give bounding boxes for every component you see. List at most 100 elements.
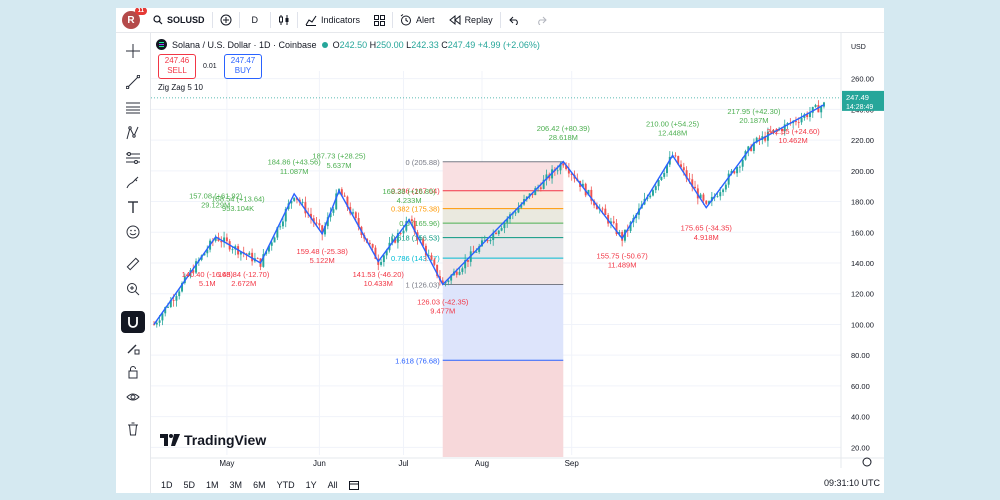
interval-button[interactable]: D <box>240 8 271 32</box>
visibility-tool[interactable] <box>121 386 145 408</box>
fib-label-0.786: 0.786 (143.17) <box>391 254 440 263</box>
compare-button[interactable] <box>213 8 239 32</box>
candle-body <box>223 237 226 243</box>
pivot-label: 217.95 (+42.30) <box>727 107 781 116</box>
fibonacci-retracement: 0 (205.88) 0.236 (187.04) 0.382 (175.38) 0.… <box>391 158 564 457</box>
close-value: 247.49 <box>447 39 476 50</box>
zigzag-line <box>153 104 825 325</box>
symbol-title: Solana / U.S. Dollar · 1D · Coinbase <box>172 39 317 50</box>
crosshair-tool[interactable] <box>121 40 145 62</box>
fib-zone-0.5 <box>442 208 564 224</box>
candle-body <box>464 260 467 269</box>
candle-body <box>164 307 167 314</box>
timeframe-1d[interactable]: 1D <box>161 479 173 490</box>
candle-body <box>304 202 307 214</box>
tv-logo-icon <box>160 434 180 446</box>
fib-zone-1.618 <box>442 284 564 361</box>
solana-logo-icon <box>156 39 167 50</box>
chart-type-button[interactable] <box>271 8 297 32</box>
price-chart[interactable]: 0 (205.88) 0.236 (187.04) 0.382 (175.38) 0.… <box>151 33 884 468</box>
undo-icon <box>508 16 518 25</box>
replay-button[interactable]: Replay <box>442 8 500 32</box>
candle-body <box>615 223 618 235</box>
zoom-tool[interactable] <box>121 278 145 300</box>
timeframe-6m[interactable]: 6M <box>253 479 266 490</box>
price-tick: 120.00 <box>851 290 874 299</box>
undo-button[interactable] <box>501 8 528 32</box>
candle-body <box>559 163 562 171</box>
market-status-dot[interactable] <box>321 41 328 48</box>
brush-tool[interactable] <box>121 171 145 193</box>
eye-icon <box>126 393 140 401</box>
candle-body <box>225 237 228 242</box>
candle-body <box>153 324 155 326</box>
candle-body <box>293 197 296 201</box>
measure-tool[interactable] <box>121 253 145 275</box>
candle-body <box>346 196 349 207</box>
spread-value: 0.01 <box>203 63 217 70</box>
lock-tool[interactable] <box>121 361 145 383</box>
trend-line-tool[interactable] <box>121 71 145 93</box>
candle-body <box>399 233 402 234</box>
candle-body <box>315 222 318 224</box>
timeframe-1m[interactable]: 1M <box>206 479 219 490</box>
candle-body <box>752 142 755 151</box>
candle-body <box>214 237 217 241</box>
timeframe-1y[interactable]: 1Y <box>305 479 317 490</box>
top-toolbar: R 11 SOLUSD D Indicators Alert <box>116 8 884 33</box>
divider <box>238 12 240 28</box>
sell-button[interactable]: 247.46 SELL <box>158 54 196 79</box>
emoji-tool[interactable] <box>121 221 145 243</box>
pattern-icon <box>126 126 139 140</box>
timeframe-3m[interactable]: 3M <box>229 479 243 490</box>
candle-body <box>447 280 450 282</box>
calendar-icon[interactable] <box>348 480 359 490</box>
fib-label-0.382: 0.382 (175.38) <box>391 205 440 214</box>
pivot-label: 168.38 (+26.85) <box>383 187 437 196</box>
buy-button[interactable]: 247.47 BUY <box>224 54 262 79</box>
price-tick: 100.00 <box>851 320 874 329</box>
delete-tool[interactable] <box>121 418 145 440</box>
timeframe-ytd[interactable]: YTD <box>276 479 295 490</box>
candle-body <box>167 306 169 308</box>
symbol-search[interactable]: SOLUSD <box>146 8 212 32</box>
projection-tool[interactable] <box>121 147 145 169</box>
candle-body <box>593 200 596 206</box>
candle-body <box>612 221 615 224</box>
candle-body <box>680 164 682 168</box>
candle-body <box>321 225 324 235</box>
candle-body <box>741 159 744 167</box>
layouts-button[interactable] <box>367 8 392 32</box>
candle-body <box>514 212 517 214</box>
indicators-button[interactable]: Indicators <box>298 8 367 32</box>
price-tick: 180.00 <box>851 198 874 207</box>
alert-button[interactable]: Alert <box>393 8 442 32</box>
fib-label-0: 0 (205.88) <box>406 158 441 167</box>
brush-icon <box>126 176 139 189</box>
timeframe-bar: 1D 5D 1M 3M 6M YTD 1Y All <box>151 476 884 493</box>
candle-body <box>708 201 711 204</box>
pivot-label: 10.433M <box>364 279 393 288</box>
redo-button[interactable] <box>528 8 555 32</box>
candle-body <box>674 155 677 157</box>
magnet-tool[interactable] <box>121 311 145 333</box>
indicator-legend[interactable]: Zig Zag 5 10 <box>158 83 203 92</box>
pivot-label: 206.42 (+80.39) <box>537 124 591 133</box>
timeframe-all[interactable]: All <box>327 479 338 490</box>
clock[interactable]: 09:31:10 UTC <box>823 478 880 488</box>
month-tick: Jul <box>398 459 408 468</box>
fib-tool[interactable] <box>121 97 145 119</box>
avatar[interactable]: R 11 <box>122 8 147 29</box>
timeframe-5d[interactable]: 5D <box>183 479 196 490</box>
pattern-tool[interactable] <box>121 122 145 144</box>
alert-label: Alert <box>416 15 435 25</box>
candle-body <box>455 271 458 275</box>
zoom-in-icon <box>127 283 140 296</box>
pivot-label: 4.233M <box>397 196 422 205</box>
candle-body <box>705 200 708 204</box>
text-tool[interactable] <box>121 196 145 218</box>
price-tick: 220.00 <box>851 136 874 145</box>
stay-drawing-tool[interactable] <box>121 337 145 359</box>
candle-body <box>239 252 242 255</box>
candle-body <box>733 171 736 174</box>
